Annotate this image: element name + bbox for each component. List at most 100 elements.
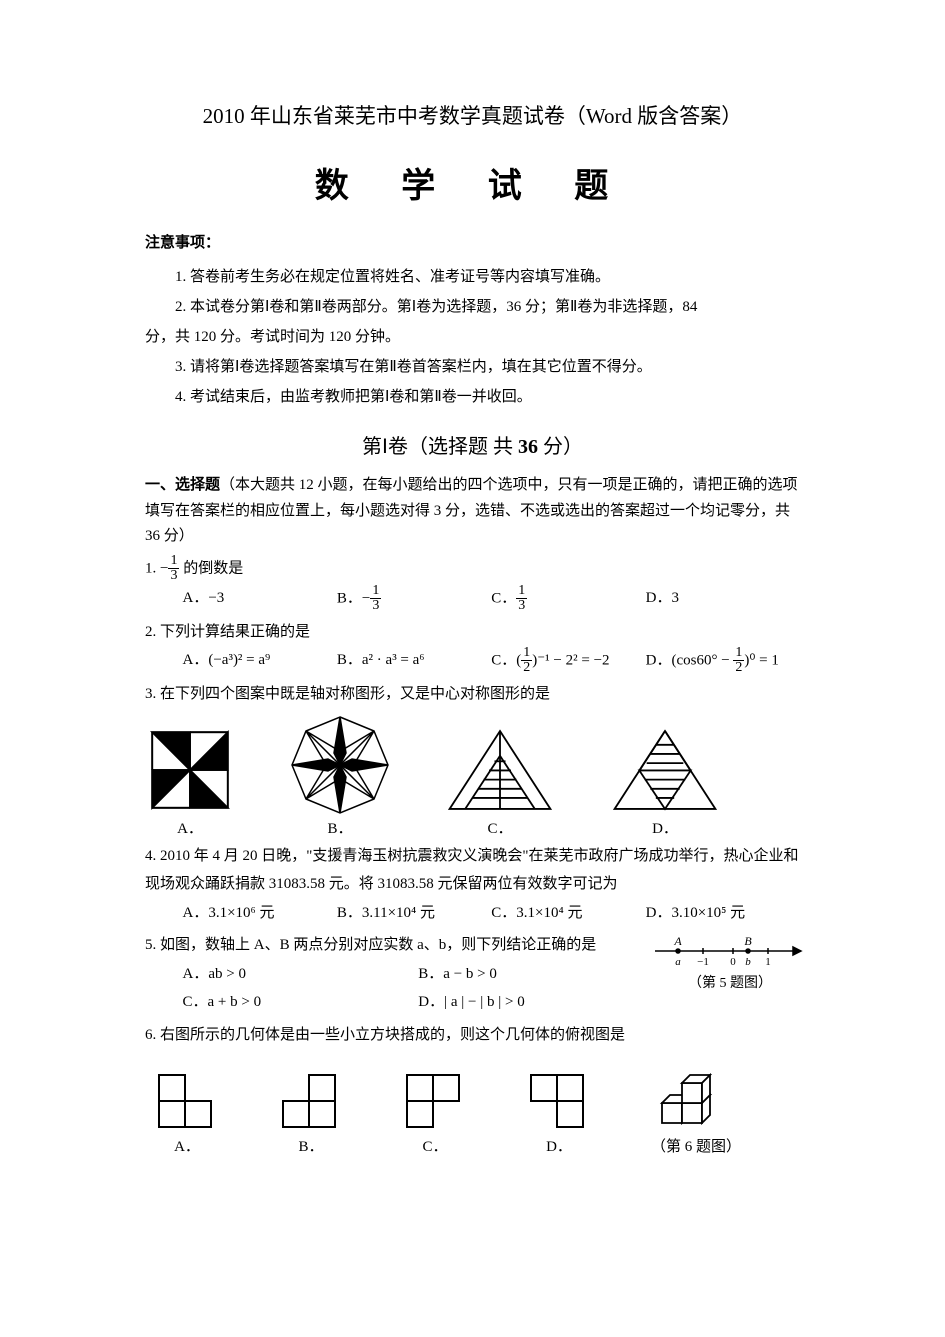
q1-options: A．−3 B．−13 C．13 D．3 (145, 584, 800, 614)
q5-label-B: B (744, 934, 752, 948)
q1-stem-frac: 13 (168, 554, 179, 584)
q3-label-b: B． (327, 821, 352, 837)
q2-d-pre: D．(cos60° − (646, 652, 734, 668)
q1-opt-b: B．−13 (337, 584, 491, 614)
q6-label-b: B． (298, 1139, 323, 1155)
q3-pattern-b: B． (290, 715, 390, 838)
topview-b-icon (279, 1071, 343, 1131)
choice-instructions: 一、选择题（本大题共 12 小题，在每小题给出的四个选项中，只有一项是正确的，请… (145, 473, 800, 550)
section-1-post: 分） (538, 436, 583, 458)
notice-3: 3. 请将第Ⅰ卷选择题答案填写在第Ⅱ卷首答案栏内，填在其它位置不得分。 (145, 352, 800, 382)
q3-patterns: A． B． (145, 715, 800, 838)
q2-opt-a: A．(−a³)² = a⁹ (183, 646, 337, 676)
choice-instr-pre: 一、选择题 (145, 477, 220, 493)
q1-c-den: 3 (516, 599, 527, 614)
q6-caption: （第 6 题图） (651, 1135, 741, 1156)
q2-d-num: 1 (733, 646, 744, 661)
q5-options-row1: A．ab > 0 B．a − b > 0 (145, 960, 654, 989)
star-icon (290, 715, 390, 815)
question-6: 6. 右图所示的几何体是由一些小立方块搭成的，则这个几何体的俯视图是 (145, 1021, 800, 1050)
q2-opt-b: B．a² · a³ = a⁶ (337, 646, 491, 676)
q3-pattern-a: A． (145, 725, 235, 838)
q1-b-frac: 13 (370, 584, 381, 614)
q1-frac-num: 1 (168, 554, 179, 569)
q2-d-post: )⁰ = 1 (744, 652, 778, 668)
main-heading: 数 学 试 题 (145, 158, 800, 207)
q6-label-c: C． (422, 1139, 447, 1155)
q6-label-d: D． (546, 1139, 572, 1155)
q6-label-a: A． (174, 1139, 200, 1155)
notice-1: 1. 答卷前考生务必在规定位置将姓名、准考证号等内容填写准确。 (145, 262, 800, 292)
topview-c-icon (403, 1071, 467, 1131)
triangle-d-icon (610, 725, 720, 815)
q1-opt-d: D．3 (646, 584, 800, 614)
q1-b-pre: B．− (337, 590, 370, 606)
question-2: 2. 下列计算结果正确的是 (145, 618, 800, 647)
q2-d-den: 2 (733, 661, 744, 676)
q6-opt-b: B． (279, 1071, 343, 1156)
q5-label-neg1: −1 (697, 956, 709, 967)
notice-4: 4. 考试结束后，由监考教师把第Ⅰ卷和第Ⅱ卷一并收回。 (145, 382, 800, 412)
q2-d-frac: 12 (733, 646, 744, 676)
q5-opt-d: D．| a | − | b | > 0 (418, 988, 654, 1017)
q2-opt-c: C．(12)⁻¹ − 2² = −2 (491, 646, 645, 676)
question-4: 4. 2010 年 4 月 20 日晚，"支援青海玉树抗震救灾义演晚会"在莱芜市… (145, 842, 800, 899)
q1-stem-post: 的倒数是 (179, 560, 243, 576)
q4-opt-b: B．3.11×10⁴ 元 (337, 899, 491, 928)
q1-stem-pre: 1. − (145, 560, 168, 576)
q4-opt-a: A．3.1×10⁶ 元 (183, 899, 337, 928)
q5-opt-b: B．a − b > 0 (418, 960, 654, 989)
q5-label-a: a (675, 956, 681, 967)
q6-options: A． B． (145, 1059, 800, 1156)
q1-opt-c: C．13 (491, 584, 645, 614)
topview-d-icon (527, 1071, 591, 1131)
section-1-bold: 36 (518, 436, 538, 458)
q1-opt-a: A．−3 (183, 584, 337, 614)
q6-opt-c: C． (403, 1071, 467, 1156)
q4-options: A．3.1×10⁶ 元 B．3.11×10⁴ 元 C．3.1×10⁴ 元 D．3… (145, 899, 800, 928)
q2-c-post: )⁻¹ − 2² = −2 (532, 652, 609, 668)
q5-opt-a: A．ab > 0 (183, 960, 419, 989)
question-3: 3. 在下列四个图案中既是轴对称图形，又是中心对称图形的是 (145, 680, 800, 709)
q5-label-0: 0 (730, 956, 736, 967)
q6-solid-figure: （第 6 题图） (651, 1059, 741, 1156)
q3-label-d: D． (652, 821, 678, 837)
q3-pattern-c: C． (445, 725, 555, 838)
doc-title: 2010 年山东省莱芜市中考数学真题试卷（Word 版含答案） (145, 100, 800, 130)
q5-caption: （第 5 题图） (650, 972, 810, 992)
q2-opt-d: D．(cos60° − 12)⁰ = 1 (646, 646, 800, 676)
question-1: 1. −13 的倒数是 (145, 554, 800, 584)
q3-pattern-d: D． (610, 725, 720, 838)
q3-label-a: A． (177, 821, 203, 837)
q5-label-1: 1 (765, 956, 771, 967)
notice-label: 注意事项： (145, 231, 800, 252)
q5-number-line: A B a −1 0 b 1 （第 5 题图） (650, 933, 810, 992)
q4-opt-d: D．3.10×10⁵ 元 (646, 899, 800, 928)
q2-c-den: 2 (521, 661, 532, 676)
q2-c-pre: C．( (491, 652, 521, 668)
choice-instr-body: （本大题共 12 小题，在每小题给出的四个选项中，只有一项是正确的，请把正确的选… (145, 477, 798, 544)
q1-frac-den: 3 (168, 569, 179, 584)
q4-opt-c: C．3.1×10⁴ 元 (491, 899, 645, 928)
q1-c-pre: C． (491, 590, 516, 606)
topview-a-icon (155, 1071, 219, 1131)
q3-label-c: C． (487, 821, 512, 837)
q2-c-num: 1 (521, 646, 532, 661)
q6-opt-d: D． (527, 1071, 591, 1156)
q2-options: A．(−a³)² = a⁹ B．a² · a³ = a⁶ C．(12)⁻¹ − … (145, 646, 800, 676)
notice-2b: 分，共 120 分。考试时间为 120 分钟。 (145, 322, 800, 352)
section-1-pre: 第Ⅰ卷（选择题 共 (362, 436, 518, 458)
triangle-c-icon (445, 725, 555, 815)
q1-c-num: 1 (516, 584, 527, 599)
q6-opt-a: A． (155, 1071, 219, 1156)
q1-b-num: 1 (370, 584, 381, 599)
notice-2a: 2. 本试卷分第Ⅰ卷和第Ⅱ卷两部分。第Ⅰ卷为选择题，36 分；第Ⅱ卷为非选择题，… (145, 292, 800, 322)
q1-c-frac: 13 (516, 584, 527, 614)
q5-opt-c: C．a + b > 0 (183, 988, 419, 1017)
number-line-icon: A B a −1 0 b 1 (653, 933, 808, 967)
section-1-title: 第Ⅰ卷（选择题 共 36 分） (145, 430, 800, 459)
q1-b-den: 3 (370, 599, 381, 614)
q5-options-row2: C．a + b > 0 D．| a | − | b | > 0 (145, 988, 654, 1017)
q2-c-frac: 12 (521, 646, 532, 676)
cube-solid-icon (656, 1059, 736, 1131)
